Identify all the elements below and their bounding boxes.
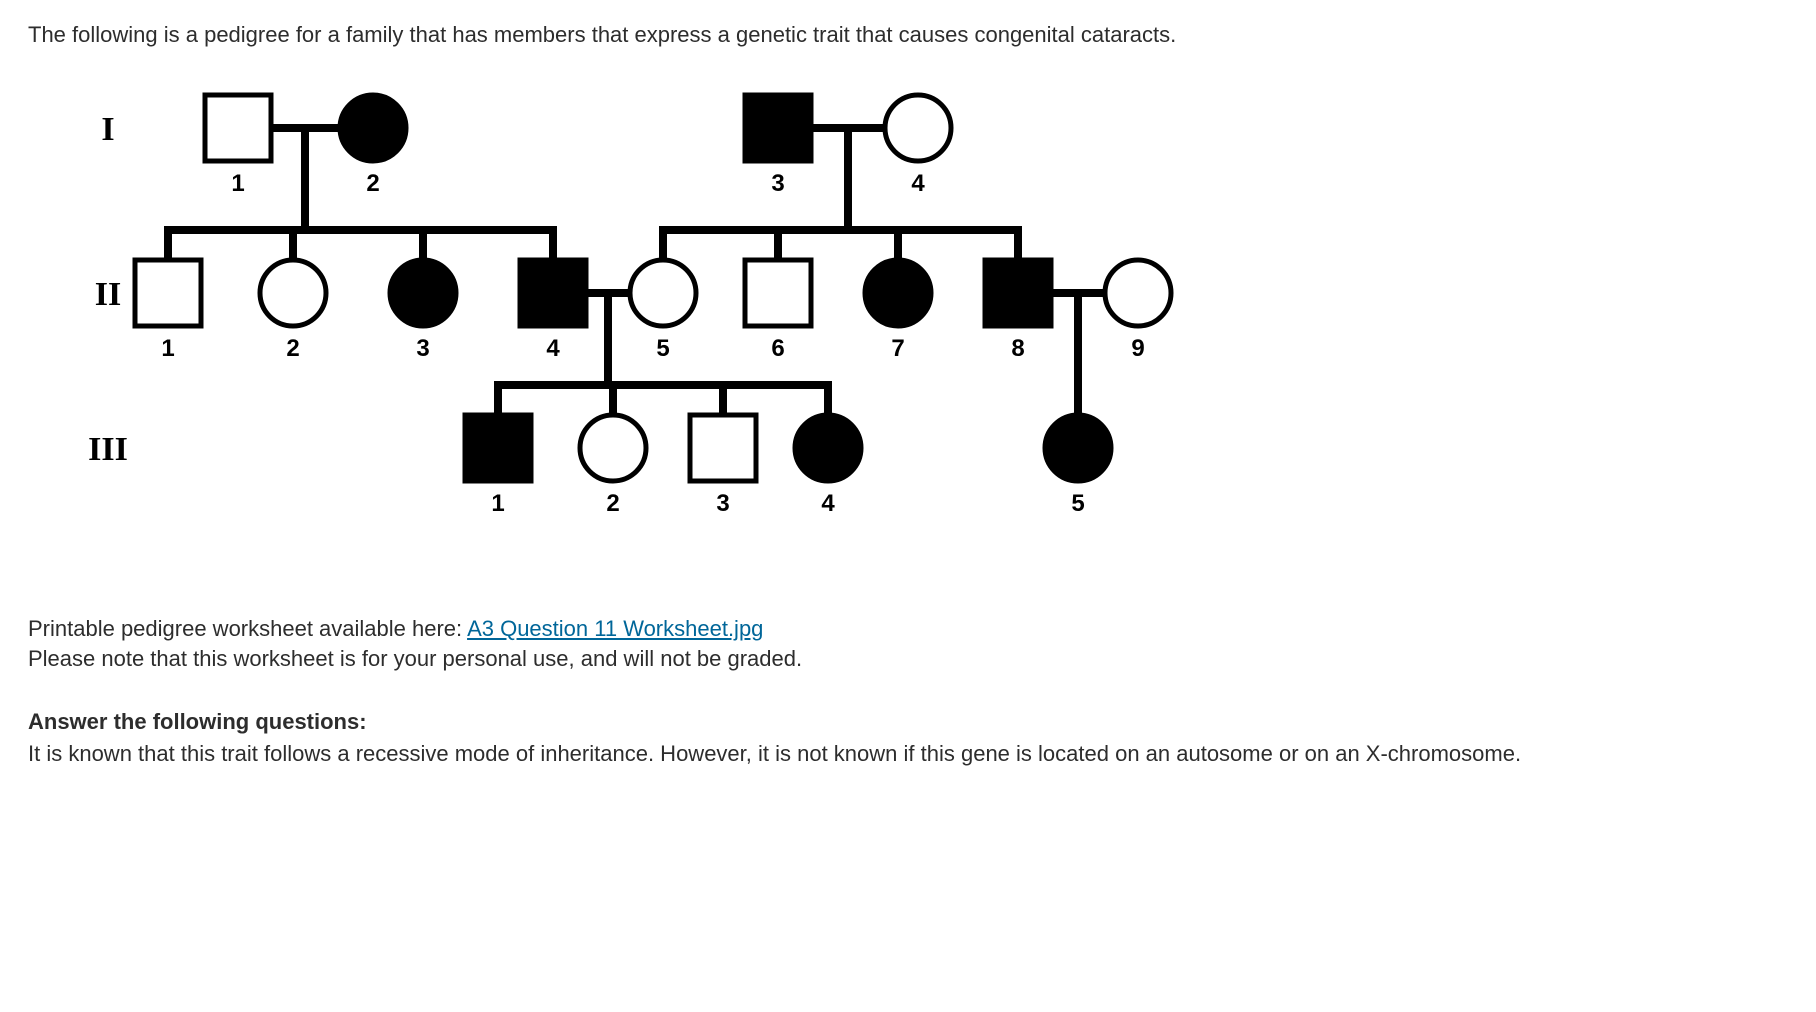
pedigree-individual (630, 260, 696, 326)
pedigree-individual (985, 260, 1051, 326)
individual-number: 4 (911, 170, 925, 197)
answer-body: It is known that this trait follows a re… (28, 739, 1788, 769)
individual-number: 9 (1131, 335, 1144, 362)
pedigree-individual (885, 95, 951, 161)
generation-label: I (101, 111, 114, 148)
pedigree-individual (205, 95, 271, 161)
pedigree-individual (745, 95, 811, 161)
individual-number: 3 (416, 335, 429, 362)
pedigree-individual (340, 95, 406, 161)
pedigree-individual (865, 260, 931, 326)
note-prefix: Printable pedigree worksheet available h… (28, 616, 467, 641)
pedigree-individual (580, 415, 646, 481)
pedigree-individual (745, 260, 811, 326)
individual-number: 2 (366, 170, 379, 197)
individual-number: 4 (821, 490, 835, 517)
individual-number: 5 (1071, 490, 1084, 517)
individual-number: 2 (286, 335, 299, 362)
pedigree-individual (1105, 260, 1171, 326)
pedigree-svg: IIIIII123412345678912345 (28, 78, 1228, 578)
pedigree-individual (390, 260, 456, 326)
individual-number: 6 (771, 335, 784, 362)
individual-number: 5 (656, 335, 669, 362)
individual-number: 7 (891, 335, 904, 362)
intro-text: The following is a pedigree for a family… (28, 20, 1788, 50)
individual-number: 2 (606, 490, 619, 517)
pedigree-individual (260, 260, 326, 326)
note-line2: Please note that this worksheet is for y… (28, 646, 802, 671)
individual-number: 1 (161, 335, 174, 362)
generation-label: III (88, 431, 128, 468)
pedigree-individual (795, 415, 861, 481)
pedigree-individual (520, 260, 586, 326)
pedigree-individual (465, 415, 531, 481)
individual-number: 8 (1011, 335, 1024, 362)
generation-label: II (95, 276, 121, 313)
pedigree-diagram: IIIIII123412345678912345 (28, 78, 1788, 584)
pedigree-individual (690, 415, 756, 481)
worksheet-link[interactable]: A3 Question 11 Worksheet.jpg (467, 616, 763, 641)
worksheet-note: Printable pedigree worksheet available h… (28, 614, 1788, 676)
answer-heading: Answer the following questions: (28, 709, 1788, 735)
individual-number: 1 (491, 490, 504, 517)
individual-number: 3 (716, 490, 729, 517)
individual-number: 1 (231, 170, 244, 197)
individual-number: 4 (546, 335, 560, 362)
pedigree-individual (135, 260, 201, 326)
individual-number: 3 (771, 170, 784, 197)
pedigree-individual (1045, 415, 1111, 481)
